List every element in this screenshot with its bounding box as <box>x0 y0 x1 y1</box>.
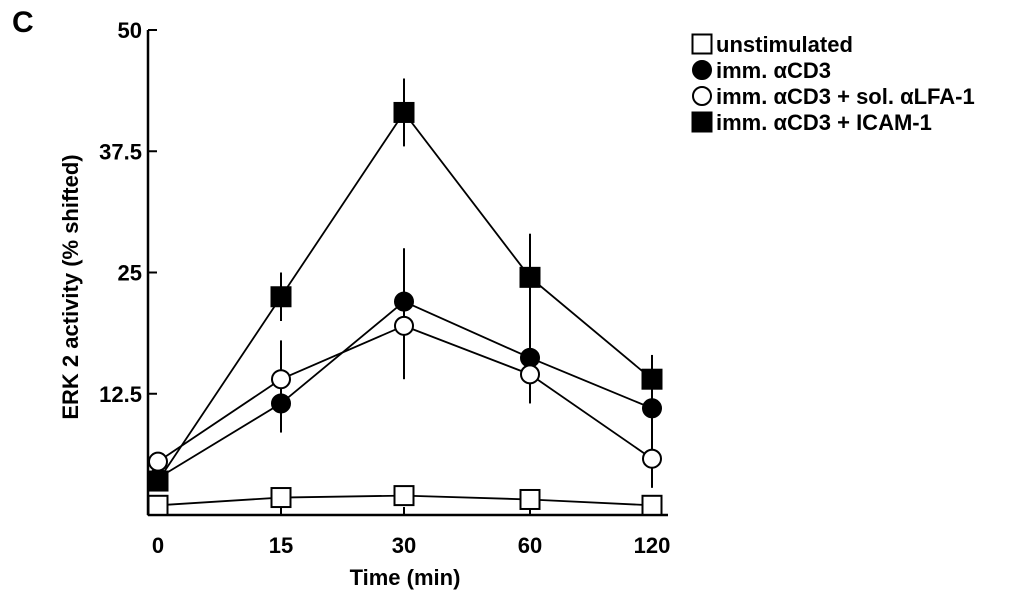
legend-marker <box>691 33 713 55</box>
legend-marker <box>692 86 712 106</box>
data-point <box>147 470 169 492</box>
data-point <box>641 368 663 390</box>
y-axis-label: ERK 2 activity (% shifted) <box>58 154 83 419</box>
series-3 <box>147 78 663 492</box>
data-point <box>393 101 415 123</box>
data-point <box>394 315 414 336</box>
legend-label: imm. αCD3 + sol. αLFA-1 <box>716 84 975 109</box>
legend-marker <box>691 111 713 133</box>
y-tick-label: 50 <box>118 18 142 43</box>
legend-label: imm. αCD3 + ICAM-1 <box>716 110 932 135</box>
y-tick-label: 37.5 <box>99 139 142 164</box>
data-point <box>393 485 415 507</box>
data-point <box>519 266 541 288</box>
x-tick-label: 120 <box>634 533 671 558</box>
data-point <box>148 451 168 472</box>
legend-item: imm. αCD3 + ICAM-1 <box>691 110 932 135</box>
legend-label: imm. αCD3 <box>716 58 831 83</box>
x-axis-label: Time (min) <box>350 565 461 590</box>
data-point <box>270 487 292 509</box>
legend-item: imm. αCD3 + sol. αLFA-1 <box>692 84 975 109</box>
data-point <box>641 494 663 516</box>
data-point <box>642 448 662 469</box>
series-2 <box>148 272 662 488</box>
data-point <box>270 286 292 308</box>
x-tick-label: 15 <box>269 533 293 558</box>
y-tick-label: 12.5 <box>99 382 142 407</box>
legend-label: unstimulated <box>716 32 853 57</box>
panel-label: C <box>12 6 34 39</box>
data-point <box>519 488 541 510</box>
x-tick-label: 30 <box>392 533 416 558</box>
legend-marker <box>692 60 712 80</box>
legend-item: imm. αCD3 <box>692 58 831 83</box>
y-tick-label: 25 <box>118 261 142 286</box>
x-tick-label: 0 <box>152 533 164 558</box>
plot-area: 12.5 25 37.5 50 0 15 30 60 120 <box>99 18 670 558</box>
x-tick-label: 60 <box>518 533 542 558</box>
legend-item: unstimulated <box>691 32 853 57</box>
data-point <box>147 494 169 516</box>
data-point <box>271 369 291 390</box>
data-point <box>520 364 540 385</box>
series-0 <box>147 485 663 516</box>
